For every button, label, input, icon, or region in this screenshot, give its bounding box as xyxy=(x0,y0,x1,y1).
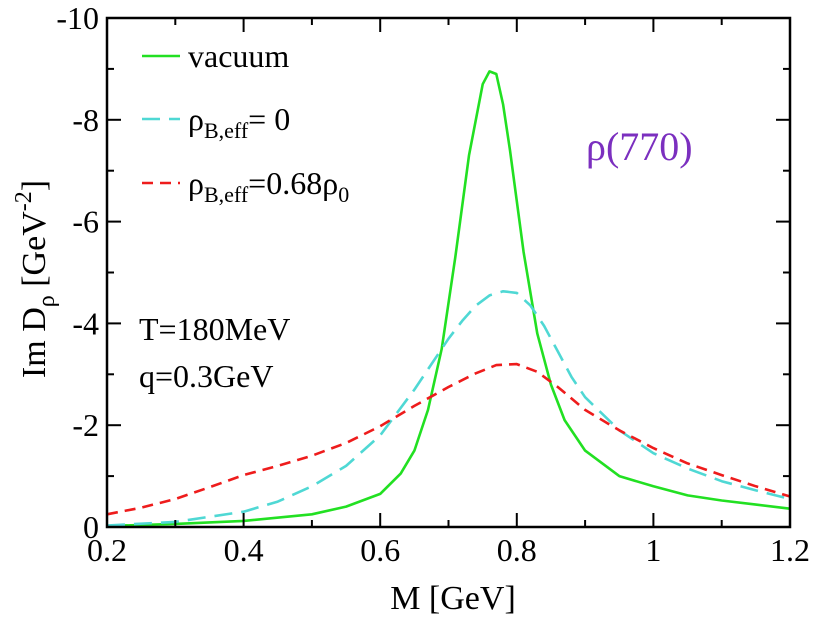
temperature-annotation: T=180MeV xyxy=(139,311,290,347)
series-line-2 xyxy=(106,362,791,516)
resonance-annotation: ρ(770) xyxy=(586,124,693,169)
y-tick-label: -2 xyxy=(72,407,99,443)
plot-frame xyxy=(105,16,792,529)
legend-label-rho-beff-0: ρB,eff= 0 xyxy=(188,101,290,143)
y-tick-label: -8 xyxy=(72,102,99,138)
momentum-annotation: q=0.3GeV xyxy=(139,358,273,394)
x-tick-label: 0.6 xyxy=(360,532,400,568)
series-line-1 xyxy=(106,290,791,527)
y-axis-label-unit: [GeV xyxy=(16,211,53,295)
x-tick-label: 0.2 xyxy=(87,532,127,568)
y-tick-label: -6 xyxy=(72,204,99,240)
legend: vacuum ρB,eff= 0 ρB,eff=0.68ρ0 xyxy=(142,38,349,207)
y-axis-label: Im Dρ [GeV-2] xyxy=(11,180,60,378)
tick-labels: 0.2 0.4 0.6 0.8 1 1.2 0 -2 -4 -6 -8 -10 xyxy=(56,0,810,568)
x-tick-label: 1.2 xyxy=(770,532,810,568)
legend-label-rho-beff-068: ρB,eff=0.68ρ0 xyxy=(188,165,349,207)
y-axis-label-exp: -2 xyxy=(11,191,37,211)
x-tick-label: 1 xyxy=(645,532,661,568)
x-tick-label: 0.4 xyxy=(224,532,264,568)
y-tick-label: 0 xyxy=(83,509,99,545)
x-tick-label: 0.8 xyxy=(497,532,537,568)
y-tick-label: -4 xyxy=(72,305,99,341)
y-axis-label-sub: ρ xyxy=(34,295,60,307)
series-lines xyxy=(106,70,791,528)
series-line-0 xyxy=(106,70,791,528)
legend-label-vacuum: vacuum xyxy=(188,38,289,74)
x-axis-label: M [GeV] xyxy=(390,580,516,617)
y-axis-label-close: ] xyxy=(16,180,53,191)
y-axis-label-main: Im D xyxy=(16,307,53,378)
axis-ticks xyxy=(106,17,791,528)
y-tick-label: -10 xyxy=(56,0,99,36)
